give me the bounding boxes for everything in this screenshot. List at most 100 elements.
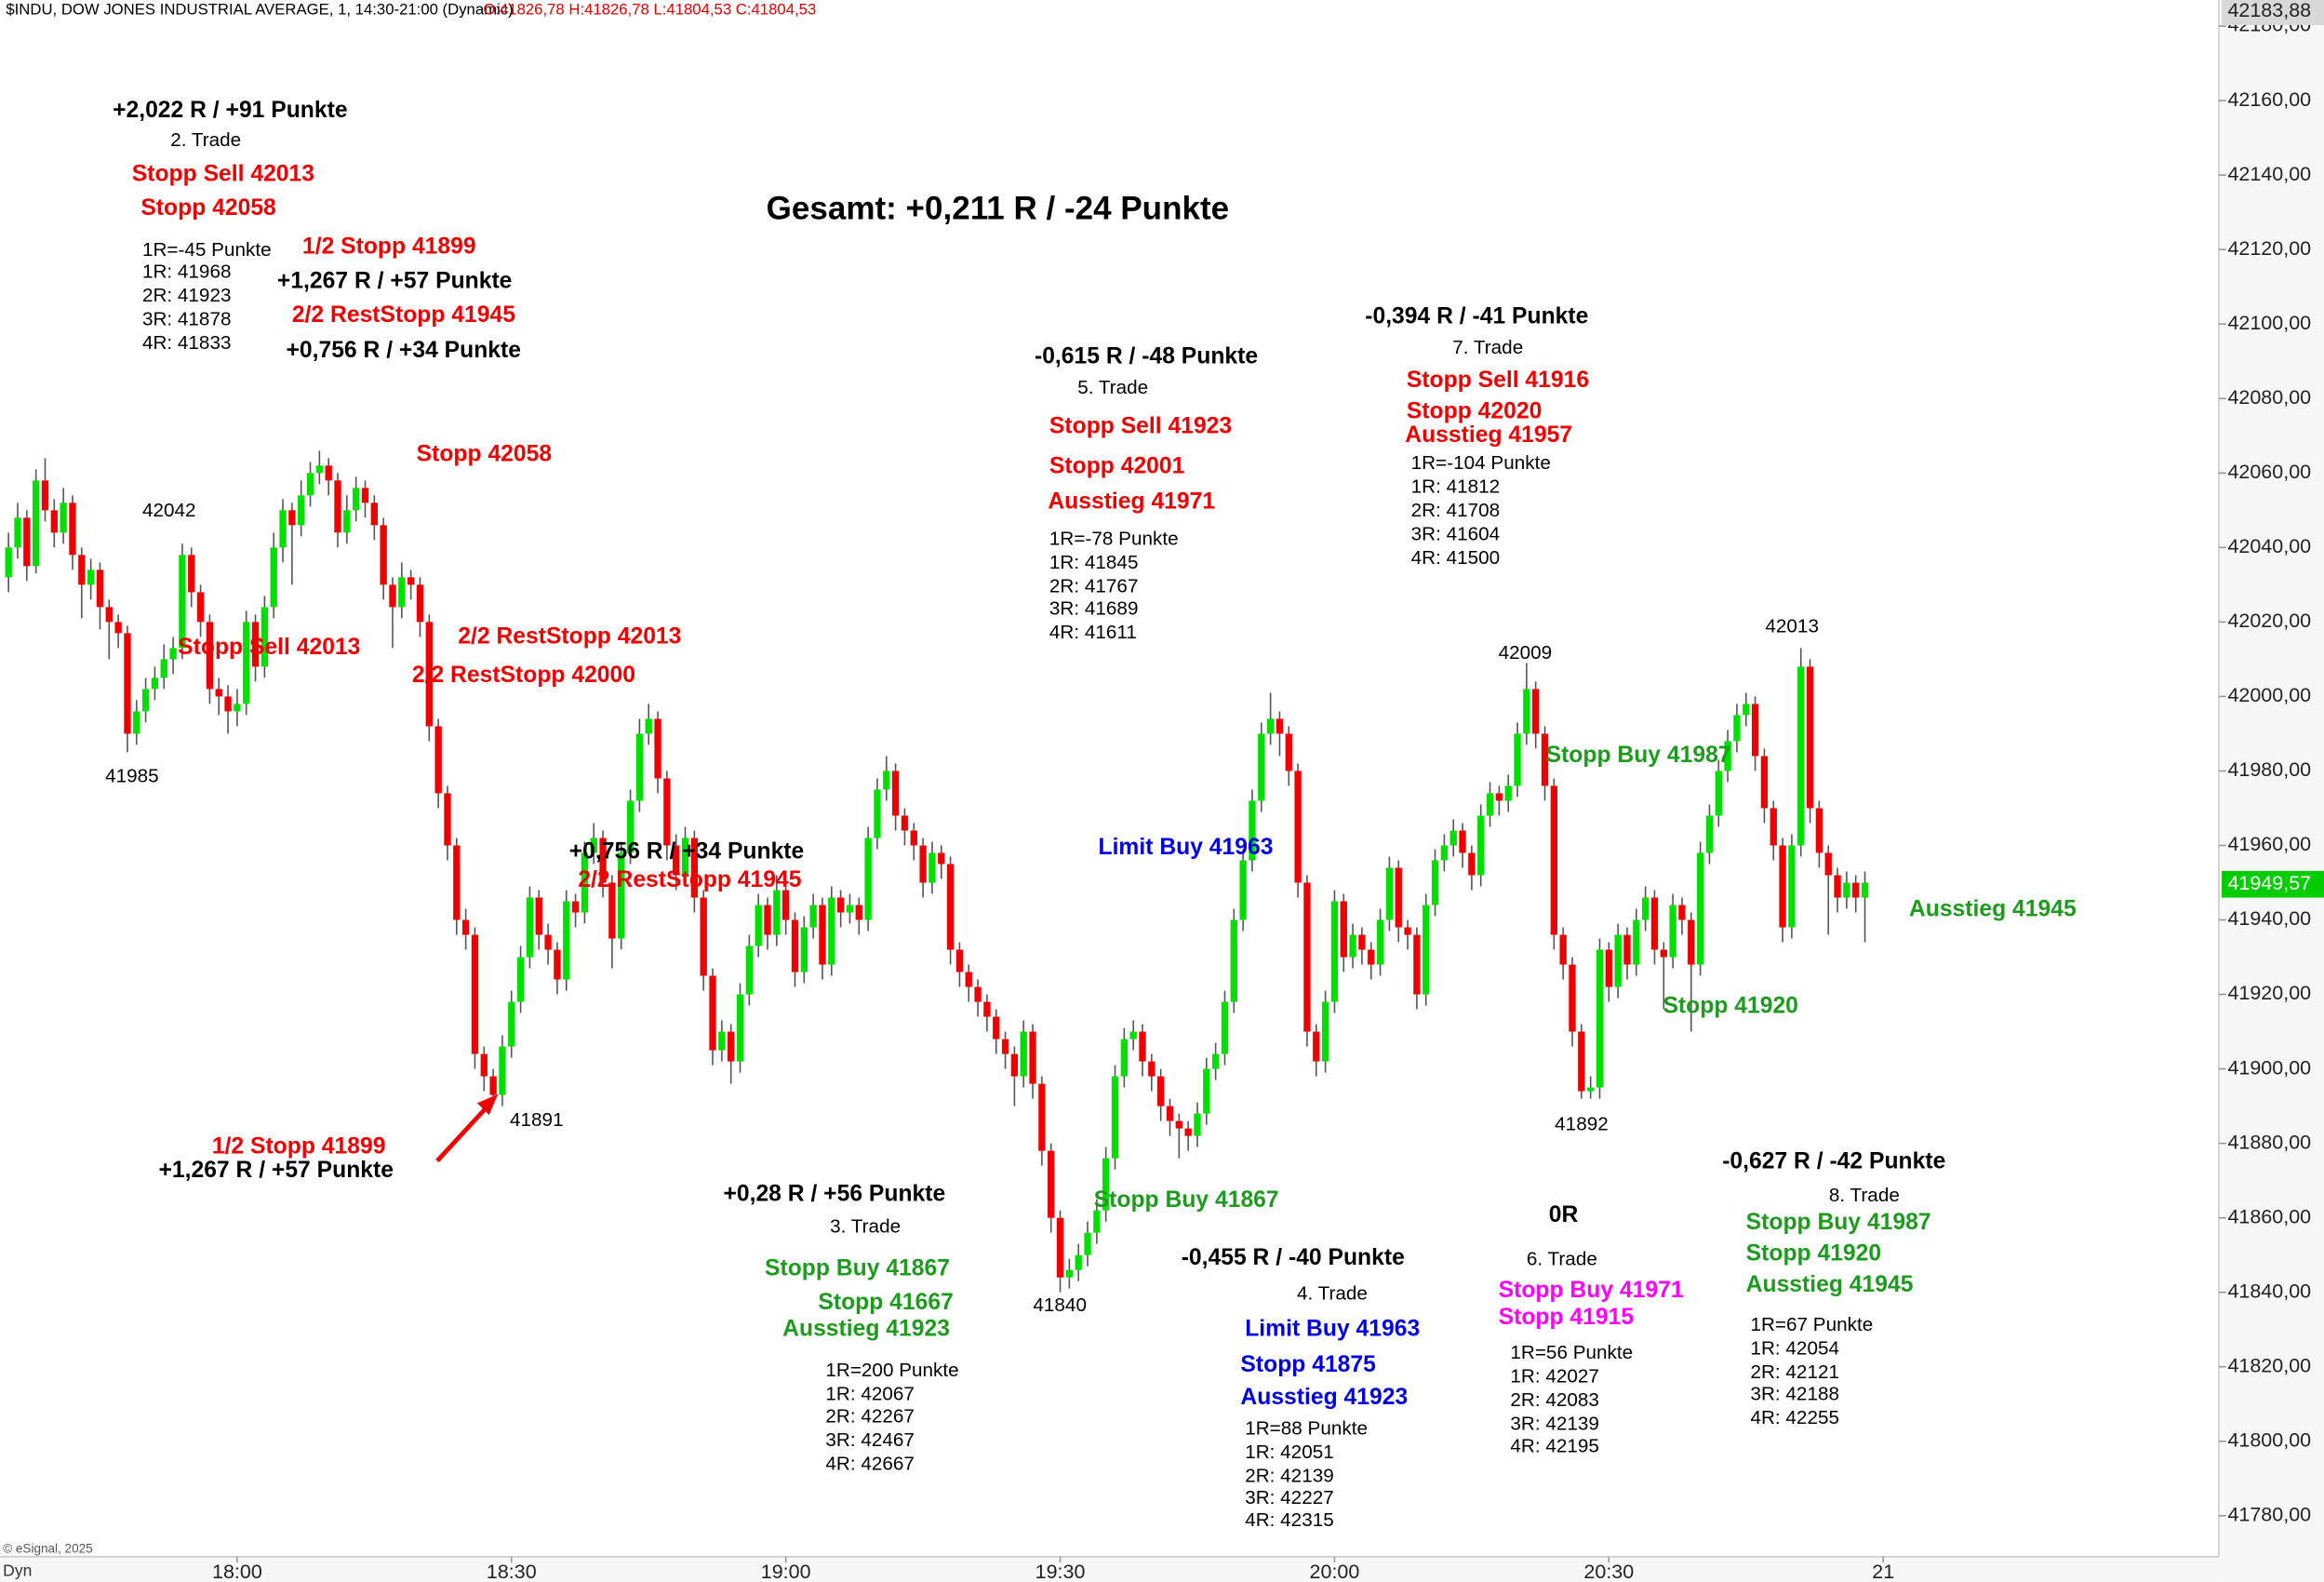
candle-body: [1569, 964, 1576, 1032]
annotation: Stopp Sell 42013: [132, 162, 314, 187]
annotation: Stopp 42058: [417, 442, 552, 467]
annotation: Stopp Buy 41987: [1746, 1210, 1931, 1235]
candle-body: [745, 945, 754, 995]
y-tick-label: 42080,00: [2227, 386, 2311, 409]
candle-body: [325, 465, 332, 481]
candle-body: [179, 555, 186, 649]
candle-body: [1175, 1120, 1183, 1129]
annotation: 3R: 42467: [825, 1429, 915, 1451]
annotation: 1R=56 Punkte: [1510, 1342, 1633, 1363]
candle-body: [508, 1001, 515, 1047]
candle-body: [1486, 793, 1494, 816]
candle-body: [846, 905, 854, 913]
candle-body: [1623, 934, 1631, 965]
candle-body: [1724, 741, 1731, 771]
annotation: -0,615 R / -48 Punkte: [1035, 344, 1258, 369]
y-axis-panel: [2218, 0, 2324, 1582]
candle-body: [260, 607, 269, 667]
candle-body: [1038, 1083, 1046, 1151]
candle-body: [32, 480, 40, 567]
y-tick-label: 41820,00: [2227, 1354, 2311, 1376]
candle-body: [1129, 1031, 1137, 1039]
annotation: 2R: 42139: [1245, 1465, 1334, 1486]
candle-body: [1010, 1053, 1019, 1077]
annotation: 41840: [1033, 1294, 1087, 1316]
annotation: 3R: 41689: [1049, 597, 1139, 619]
annotation: 1R=-45 Punkte: [142, 239, 272, 261]
annotation: 3R: 41878: [142, 309, 232, 330]
annotation: +0,756 R / +34 Punkte: [569, 839, 805, 865]
candle-body: [1048, 1150, 1055, 1218]
candle-body: [1093, 1210, 1101, 1233]
candle-body: [1614, 934, 1622, 987]
annotation: 4R: 42315: [1245, 1509, 1334, 1531]
annotation: Stopp Buy 41867: [1094, 1187, 1279, 1213]
candle-body: [1166, 1106, 1174, 1121]
candle-body: [681, 838, 689, 876]
candle-body: [370, 503, 379, 526]
candle-body: [389, 584, 396, 608]
candle-body: [489, 1076, 497, 1095]
x-tick-label: 18:30: [487, 1561, 537, 1582]
candle-body: [728, 1031, 735, 1062]
annotation: Stopp Sell 42013: [178, 635, 360, 660]
candle-body: [141, 689, 150, 712]
plot-area: [5, 450, 1869, 1293]
y-tick-label: 42060,00: [2227, 461, 2311, 483]
candle-body: [1770, 808, 1777, 846]
annotation: +1,267 R / +57 Punkte: [158, 1158, 394, 1183]
candle-body: [1358, 934, 1366, 950]
candle-body: [499, 1046, 506, 1095]
annotation: 2R: 42083: [1510, 1389, 1599, 1411]
candle-body: [782, 890, 790, 920]
candle-body: [114, 622, 122, 634]
x-tick-label: 19:30: [1035, 1561, 1086, 1582]
annotation: Stopp 42001: [1049, 453, 1185, 478]
y-tick-label: 42160,00: [2227, 88, 2311, 111]
annotation: 4R: 41833: [142, 332, 232, 354]
candle-body: [298, 495, 305, 526]
candle-body: [1211, 1053, 1220, 1069]
candle-body: [1285, 733, 1292, 771]
candle-body: [1504, 785, 1512, 801]
candle-body: [480, 1053, 488, 1077]
candle-body: [1139, 1031, 1146, 1062]
candle-body: [516, 957, 525, 1002]
candle-body: [78, 555, 86, 585]
annotation: +0,28 R / +56 Punkte: [723, 1182, 945, 1207]
annotation: 1R: 41845: [1049, 552, 1139, 573]
candle-body: [1688, 919, 1695, 965]
annotation: 6. Trade: [1527, 1249, 1597, 1270]
candle-body: [1001, 1039, 1009, 1054]
annotation: 42042: [142, 500, 196, 521]
candle-body: [1065, 1269, 1074, 1278]
candle-body: [690, 838, 699, 898]
candle-body: [1523, 689, 1530, 734]
candle-body: [901, 815, 909, 831]
candle-body: [1650, 897, 1659, 950]
annotation: 3R: 42227: [1245, 1487, 1334, 1508]
candle-body: [1541, 733, 1549, 786]
annotation: 42009: [1499, 642, 1553, 664]
annotation: 2. Trade: [170, 129, 241, 151]
annotation: 2R: 41923: [142, 285, 232, 306]
annotation: 1R: 42051: [1245, 1441, 1334, 1463]
candle-body: [1815, 808, 1823, 853]
annotation: Ausstieg 41957: [1405, 422, 1572, 448]
annotation: 5. Trade: [1077, 377, 1148, 398]
candle-body: [1340, 901, 1347, 958]
annotation: Ausstieg 41971: [1048, 489, 1215, 515]
candle-body: [461, 919, 470, 935]
x-axis-panel: [0, 1556, 2219, 1582]
candle-body: [471, 934, 479, 1054]
candle-body: [196, 592, 205, 623]
candle-body: [315, 465, 324, 474]
candle-body: [1733, 715, 1741, 742]
candle-body: [755, 905, 762, 946]
candle-body: [306, 473, 314, 496]
annotation: Stopp Sell 41923: [1049, 413, 1232, 438]
candle-body: [773, 890, 781, 935]
annotation: Ausstieg 41923: [1240, 1385, 1408, 1410]
annotation: 3R: 41604: [1411, 524, 1501, 545]
